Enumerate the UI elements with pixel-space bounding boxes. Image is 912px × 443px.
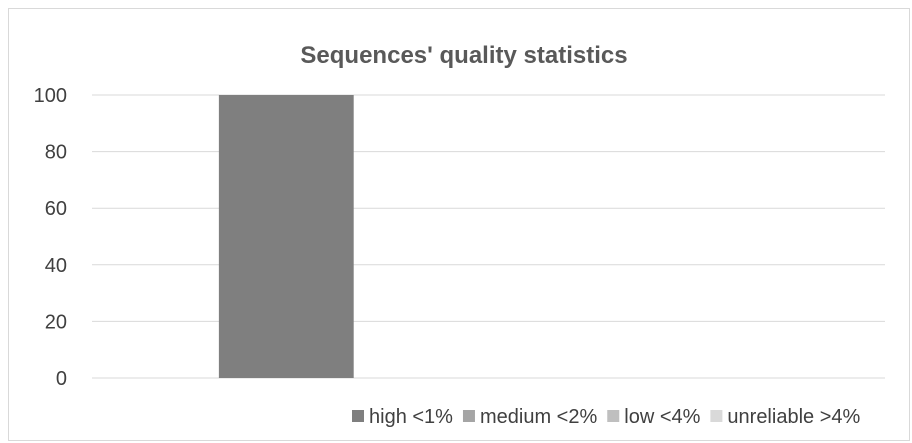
legend-swatch-unreliable	[710, 410, 723, 422]
legend-swatch-high	[352, 410, 364, 422]
y-tick-label-0: 0	[56, 368, 67, 390]
legend-label-low: low <4%	[624, 406, 700, 428]
gridlines	[92, 94, 885, 379]
bars	[218, 95, 354, 378]
y-tick-label-80: 80	[45, 142, 67, 164]
y-tick-label-60: 60	[45, 198, 67, 220]
legend-label-high: high <1%	[369, 406, 453, 428]
bar-high	[218, 95, 354, 378]
chart-title: Sequences' quality statistics	[300, 42, 627, 69]
y-axis-ticks: 0 20 40 60 80 100	[34, 85, 67, 390]
legend: high <1% medium <2% low <4% unreliable >4%	[352, 406, 860, 428]
chart-frame: Sequences' quality statistics 0 20 40 60 80 1…	[8, 8, 910, 441]
y-tick-label-20: 20	[45, 311, 67, 333]
y-tick-label-40: 40	[45, 255, 67, 277]
legend-label-medium: medium <2%	[480, 406, 597, 428]
legend-label-unreliable: unreliable >4%	[727, 406, 860, 428]
y-tick-label-100: 100	[34, 85, 67, 107]
legend-swatch-medium	[462, 410, 475, 422]
bar-chart: Sequences' quality statistics 0 20 40 60 80 1…	[34, 42, 885, 428]
legend-swatch-low	[607, 410, 620, 422]
